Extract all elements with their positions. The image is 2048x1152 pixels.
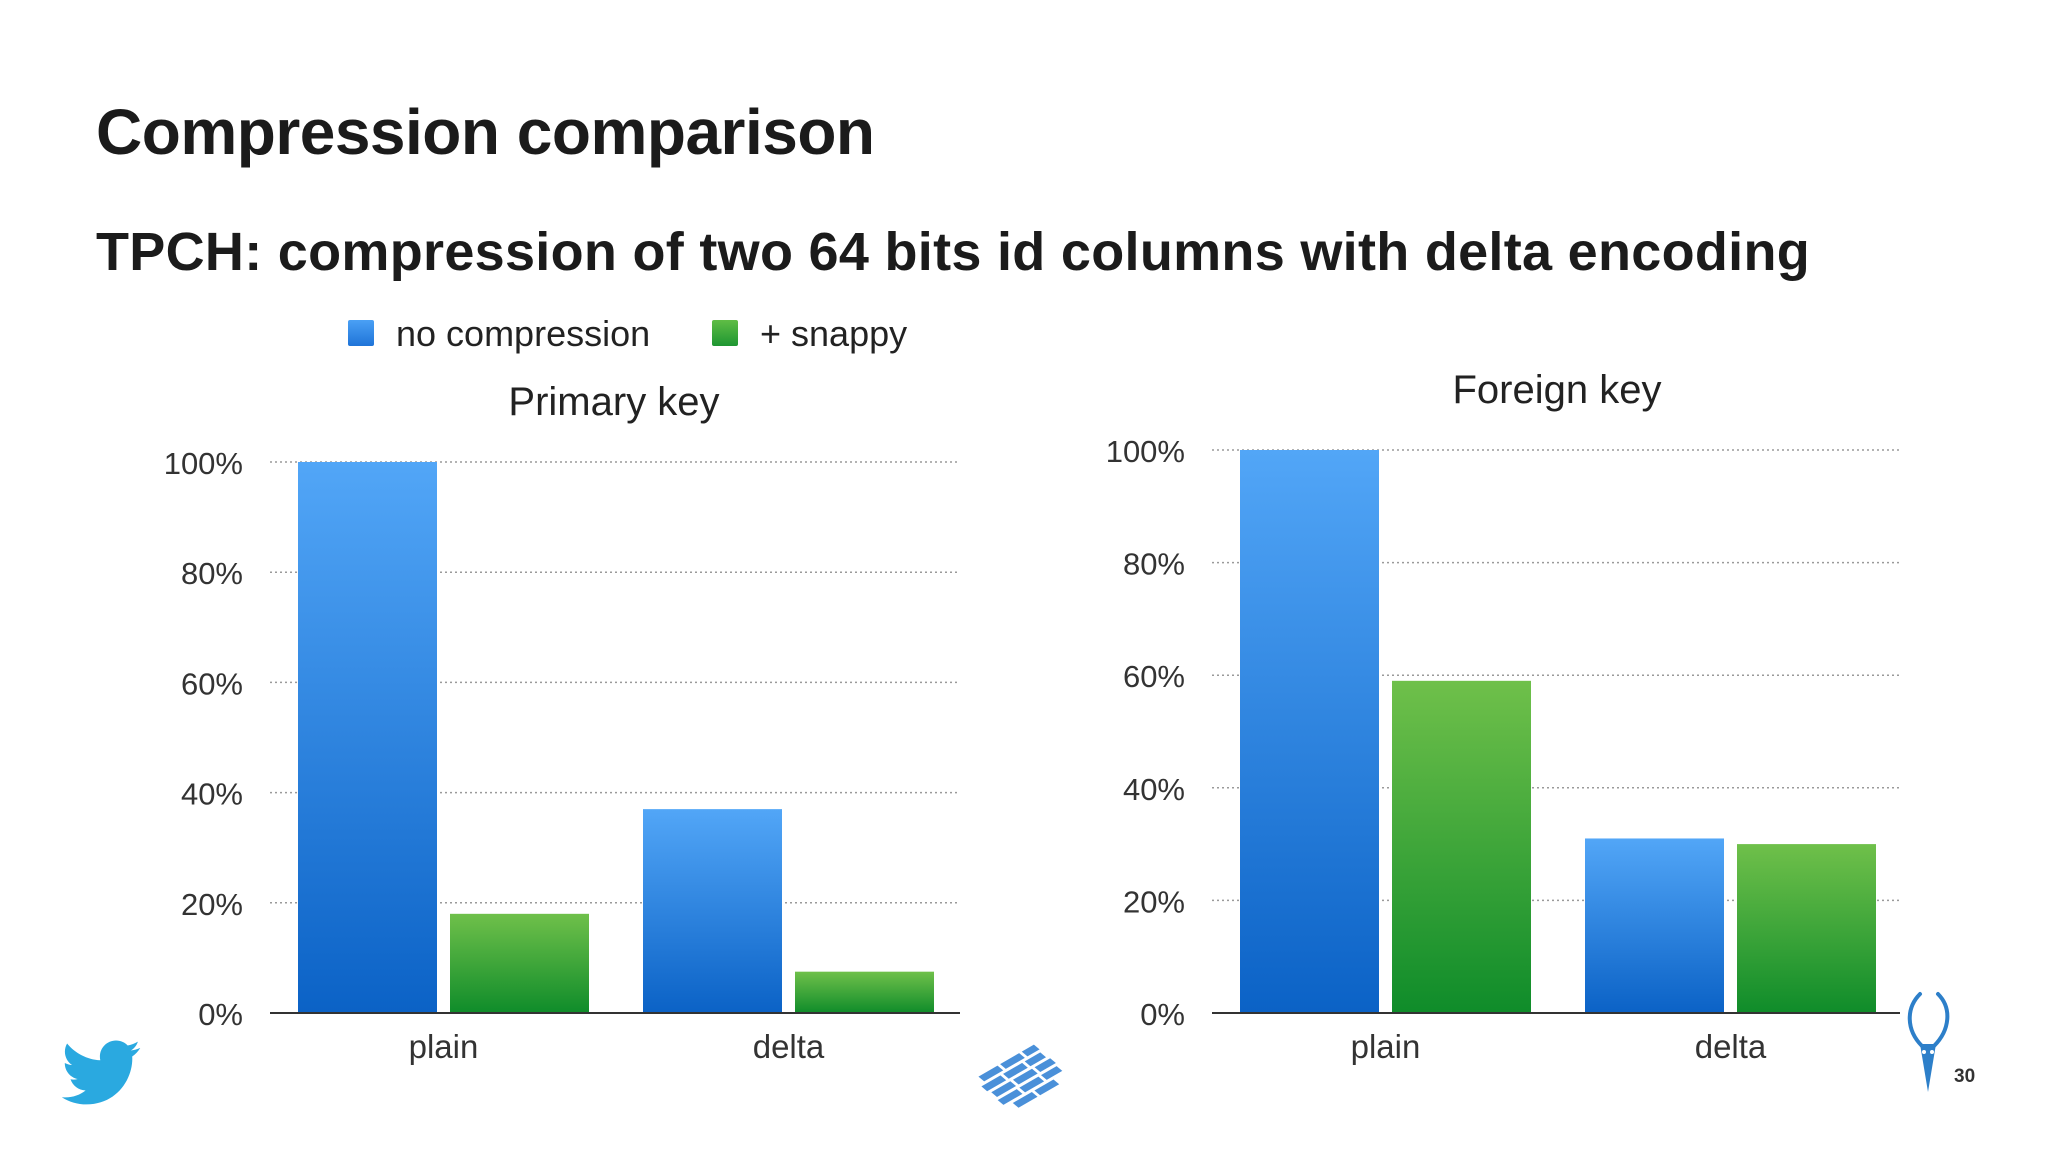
bar-plain-snappy [450,913,589,1013]
bar-delta-snappy [795,971,934,1013]
legend-swatch-blue [348,320,374,346]
legend-label: no compression [396,313,651,354]
impala-antelope-icon [1907,992,1950,1092]
bar-plain-no-compression [298,462,437,1013]
y-tick-label: 100% [1106,434,1185,469]
y-tick-label: 40% [1123,772,1185,807]
parquet-logo-icon [978,1044,1063,1108]
legend-label: + snappy [760,313,908,354]
chart-title: Primary key [508,380,719,424]
y-tick-label: 100% [164,446,243,481]
x-category-label: plain [1351,1028,1421,1065]
y-tick-label: 60% [181,666,243,701]
y-tick-label: 80% [181,556,243,591]
y-tick-label: 0% [1140,997,1185,1032]
slide-title: Compression comparison [96,96,875,168]
x-category-label: delta [1695,1028,1767,1065]
bar-delta-no-compression [643,809,782,1013]
legend-swatch-green [712,320,738,346]
y-tick-label: 80% [1123,547,1185,582]
page-number: 30 [1954,1066,1976,1087]
bar-plain-no-compression [1240,450,1379,1013]
chart-title: Foreign key [1453,368,1662,412]
x-category-label: plain [409,1028,479,1065]
slide-subtitle: TPCH: compression of two 64 bits id colu… [96,222,1811,282]
bar-delta-no-compression [1585,838,1724,1013]
twitter-bird-icon [62,1040,141,1105]
y-tick-label: 20% [181,887,243,922]
y-tick-label: 40% [181,777,243,812]
y-tick-label: 60% [1123,659,1185,694]
x-category-label: delta [753,1028,825,1065]
y-tick-label: 0% [198,997,243,1032]
y-tick-label: 20% [1123,884,1185,919]
bar-plain-snappy [1392,680,1531,1013]
bar-delta-snappy [1737,844,1876,1013]
